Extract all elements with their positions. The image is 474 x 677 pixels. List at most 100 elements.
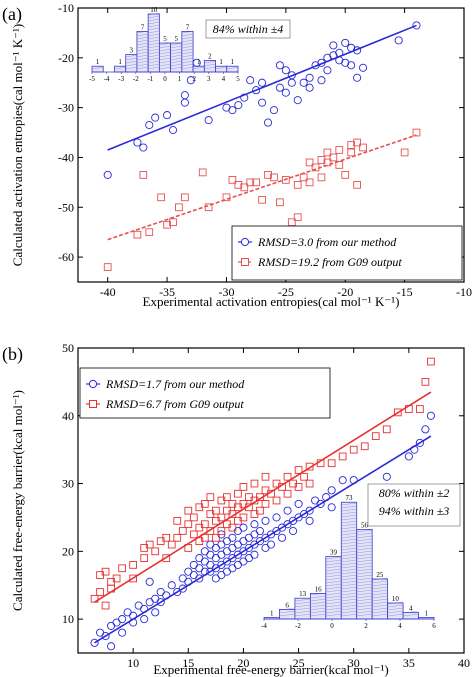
data-point (305, 462, 314, 471)
data-point (239, 513, 248, 522)
data-point (178, 584, 187, 593)
histogram-hatch (136, 54, 149, 58)
histogram-tick-label: -2 (295, 622, 301, 630)
legend-marker (89, 400, 97, 408)
data-point (276, 198, 284, 207)
histogram-hatch (356, 544, 373, 548)
histogram-hatch (341, 604, 357, 608)
data-point (151, 608, 160, 617)
data-point (129, 574, 137, 583)
histogram-tick-label: 1 (178, 75, 182, 83)
data-point (228, 510, 237, 518)
data-point (258, 78, 267, 87)
histogram-hatch (325, 613, 342, 617)
data-point (239, 537, 248, 546)
data-point (222, 537, 231, 546)
histogram-hatch (325, 562, 342, 566)
data-point (353, 46, 362, 55)
data-point (184, 577, 193, 586)
data-point (195, 554, 204, 563)
histogram-hatch (148, 12, 160, 16)
data-point (133, 230, 142, 239)
histogram-hatch (159, 57, 171, 61)
histogram-bar (147, 13, 160, 73)
histogram-hatch (125, 54, 137, 58)
data-point (181, 193, 189, 202)
histogram-hatch (325, 592, 342, 596)
histogram-hatch (148, 48, 160, 52)
data-point (211, 574, 220, 583)
histogram-hatch (170, 60, 182, 64)
series-2 (90, 357, 435, 610)
histogram-hatch (372, 589, 388, 593)
data-point (317, 76, 326, 85)
data-point (239, 557, 248, 566)
data-point (90, 638, 99, 647)
legend-marker (88, 379, 98, 389)
histogram-hatch (215, 66, 227, 70)
histogram-hatch (356, 529, 373, 533)
chart-panel-a: (a)-40 -35 -30 -25 -20 -15 -10-60-50-40-30-20-… (2, 1, 472, 309)
histogram-hatch (341, 547, 357, 551)
data-point (277, 533, 287, 542)
histogram-hatch (341, 610, 357, 614)
data-point (353, 138, 361, 147)
histogram-hatch (356, 610, 373, 614)
histogram-hatch (341, 526, 357, 530)
x-tick-label: 35 (403, 656, 415, 670)
x-tick-label: -10 (456, 285, 472, 299)
histogram-hatch (356, 559, 373, 563)
histogram-hatch (294, 607, 311, 611)
histogram-hatch (310, 592, 326, 596)
histogram-hatch (341, 550, 357, 554)
histogram-value-label: 1 (231, 58, 235, 66)
data-point (329, 153, 338, 162)
data-point (140, 554, 149, 562)
histogram-hatch (159, 45, 171, 49)
fit-line (107, 134, 417, 241)
histogram-hatch (341, 598, 357, 602)
histogram-hatch (294, 613, 311, 617)
data-point (393, 408, 402, 417)
data-point (118, 564, 126, 573)
histogram-hatch (136, 36, 149, 40)
data-point (255, 526, 265, 536)
data-point (323, 148, 332, 157)
data-point (162, 554, 171, 562)
data-point (256, 506, 264, 515)
histogram-hatch (226, 66, 239, 70)
histogram-hatch (356, 607, 373, 611)
plot-frame (77, 7, 465, 283)
histogram-tick-label: 0 (330, 622, 334, 630)
data-point (228, 564, 237, 573)
data-point (264, 171, 272, 179)
histogram-hatch (387, 610, 404, 614)
histogram-hatch (114, 66, 126, 70)
histogram-value-label: 16 (315, 585, 323, 593)
x-tick-label: 40 (458, 656, 470, 670)
y-tick-label: -40 (58, 150, 74, 164)
y-tick-label: -30 (58, 101, 74, 115)
histogram-hatch (204, 63, 216, 67)
data-point (347, 61, 356, 70)
histogram-hatch (356, 565, 373, 569)
x-tick-label: 30 (348, 656, 360, 670)
histogram-hatch (341, 565, 357, 569)
histogram-hatch (356, 538, 373, 542)
histogram-hatch (181, 51, 194, 55)
x-tick-label: 20 (237, 656, 249, 670)
histogram-hatch (341, 589, 357, 593)
data-point (269, 106, 279, 115)
data-point (382, 472, 391, 481)
histogram-value-label: 1 (197, 58, 201, 66)
data-point (244, 533, 253, 542)
data-point (133, 138, 142, 147)
histogram-hatch (170, 45, 182, 49)
histogram-hatch (148, 54, 160, 58)
histogram-hatch (387, 601, 404, 605)
histogram-hatch (148, 18, 160, 22)
data-point (349, 476, 358, 485)
annotation-box (205, 19, 291, 39)
histogram-hatch (125, 66, 137, 70)
data-point (189, 530, 198, 539)
